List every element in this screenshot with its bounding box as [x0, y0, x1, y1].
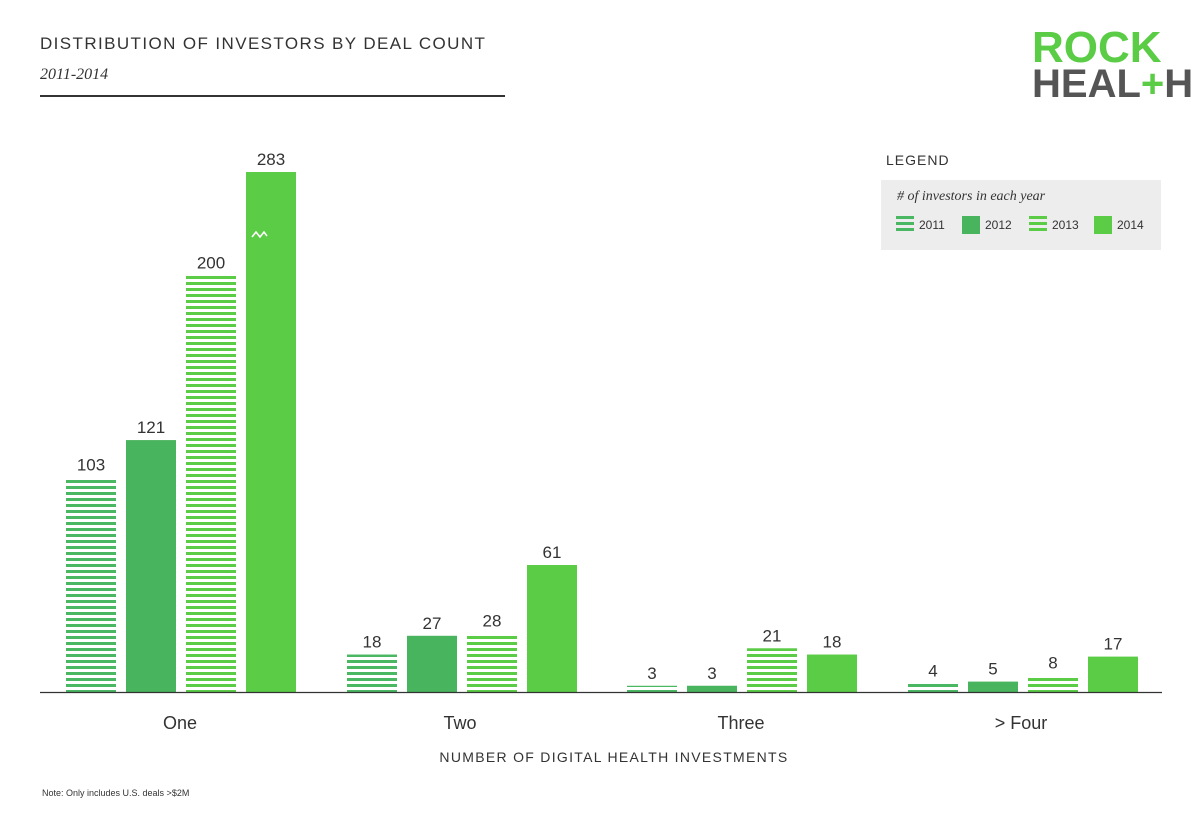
bar-2011-four: [908, 683, 958, 692]
bar-2014-one: [246, 172, 296, 692]
bars-group: [66, 172, 1138, 692]
footnote: Note: Only includes U.S. deals >$2M: [42, 788, 190, 798]
value-label-2014-two: 61: [543, 543, 562, 562]
value-label-2013-one: 200: [197, 254, 225, 273]
bar-2013-four: [1028, 675, 1078, 692]
bar-2011-two: [347, 654, 397, 692]
chart-title: DISTRIBUTION OF INVESTORS BY DEAL COUNT: [40, 34, 487, 53]
legend-label-2014: 2014: [1117, 218, 1144, 232]
bar-2011-one: [66, 477, 116, 692]
bar-2012-one: [126, 440, 176, 692]
bar-2013-two: [467, 633, 517, 692]
bar-2014-four: [1088, 656, 1138, 692]
logo-h: H: [1164, 62, 1194, 106]
value-label-2011-four: 4: [928, 662, 937, 681]
category-label-two: Two: [443, 713, 476, 733]
bar-2012-two: [407, 635, 457, 692]
value-labels-group: 103 18 3 4 121 27 3 5 200 28 21 8 283 61 18 17: [77, 150, 1123, 683]
axis-break-mark: [251, 230, 268, 239]
legend-caption: # of investors in each year: [897, 189, 1046, 204]
title-divider: [40, 95, 505, 97]
bar-2011-three: [627, 685, 677, 692]
chart-subtitle: 2011-2014: [40, 66, 109, 83]
rock-health-logo: ROCK HEAL+H: [1032, 23, 1193, 105]
legend-swatch-2012: [962, 216, 980, 234]
value-label-2014-three: 18: [823, 633, 842, 652]
value-label-2014-four: 17: [1104, 635, 1123, 654]
value-label-2013-two: 28: [483, 612, 502, 631]
category-label-four: > Four: [995, 713, 1048, 733]
category-labels-group: One Two Three > Four: [163, 713, 1047, 733]
value-label-2012-three: 3: [707, 664, 716, 683]
legend-swatch-2013: [1029, 216, 1047, 234]
bar-2013-three: [747, 648, 797, 692]
logo-plus: +: [1140, 62, 1165, 106]
value-label-2012-four: 5: [988, 660, 997, 679]
value-label-2013-three: 21: [763, 626, 782, 645]
legend-swatch-2014: [1094, 216, 1112, 234]
legend-swatch-2011: [896, 216, 914, 234]
legend-box: # of investors in each year 2011 2012 20…: [881, 180, 1161, 250]
bar-2014-two: [527, 564, 577, 692]
logo-line-health: HEAL+H: [1032, 64, 1193, 104]
legend-label-2012: 2012: [985, 218, 1012, 232]
logo-heal: HEAL: [1032, 62, 1141, 106]
logo-line-rock: ROCK: [1032, 23, 1162, 72]
category-label-one: One: [163, 713, 197, 733]
value-label-2012-one: 121: [137, 418, 165, 437]
value-label-2011-two: 18: [363, 633, 382, 652]
bar-2012-three: [687, 685, 737, 692]
x-axis-title: NUMBER OF DIGITAL HEALTH INVESTMENTS: [439, 749, 788, 765]
bar-2013-one: [186, 275, 236, 692]
value-label-2012-two: 27: [423, 614, 442, 633]
value-label-2011-three: 3: [647, 664, 656, 683]
value-label-2014-one: 283: [257, 150, 285, 169]
legend-title: LEGEND: [886, 152, 950, 168]
value-label-2013-four: 8: [1048, 653, 1057, 672]
legend-label-2013: 2013: [1052, 218, 1079, 232]
bar-2012-four: [968, 681, 1018, 692]
legend-label-2011: 2011: [919, 218, 945, 232]
category-label-three: Three: [717, 713, 764, 733]
value-label-2011-one: 103: [77, 456, 105, 475]
bar-2014-three: [807, 654, 857, 692]
